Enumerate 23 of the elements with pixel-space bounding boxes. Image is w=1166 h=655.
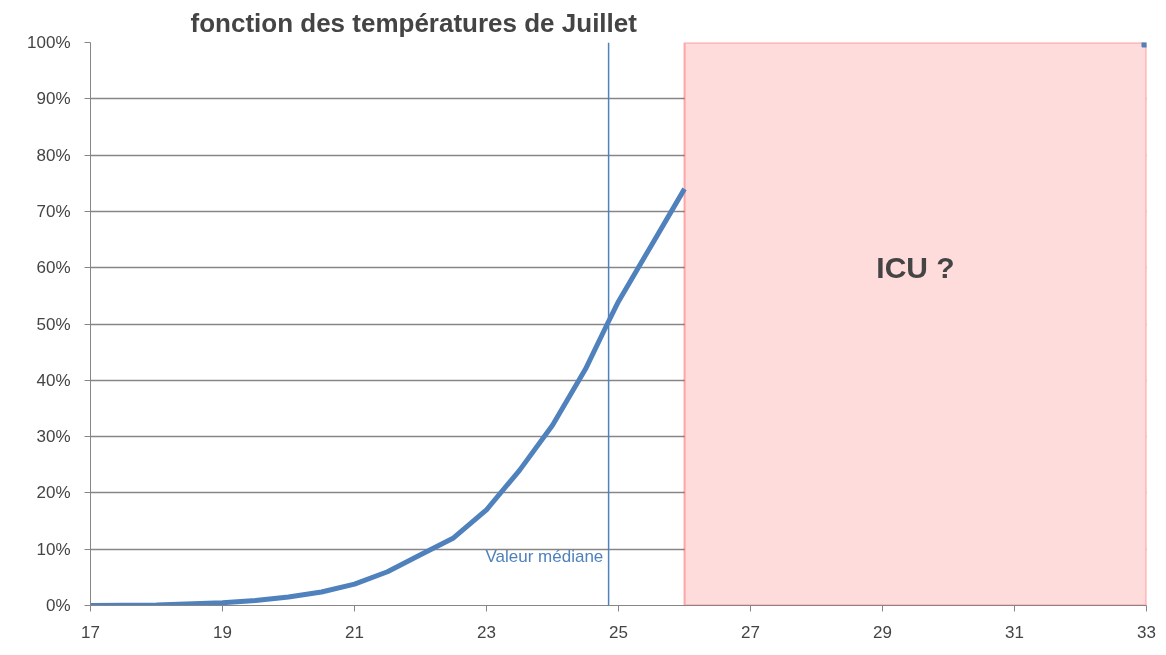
y-tick-label: 30% — [36, 427, 71, 447]
chart-title: fonction des températures de Juillet — [190, 7, 638, 38]
y-tick-label: 20% — [36, 483, 71, 503]
y-tick-label: 90% — [36, 89, 71, 109]
x-tick-label: 21 — [345, 622, 364, 642]
y-tick-label: 0% — [45, 596, 71, 615]
x-tick-label: 33 — [1137, 622, 1156, 642]
y-tick-label: 40% — [36, 370, 71, 390]
ref-line-label: Valeur médiane — [485, 547, 604, 567]
x-tick-label: 31 — [1005, 622, 1024, 642]
y-tick-label: 50% — [36, 314, 71, 334]
y-tick-label: 70% — [36, 201, 71, 221]
y-tick-label: 100% — [27, 33, 71, 52]
x-tick-label: 25 — [609, 622, 628, 642]
band-label: ICU ? — [876, 251, 955, 285]
x-tick-label: 29 — [873, 622, 892, 642]
y-tick-label: 60% — [36, 258, 71, 278]
x-tick-label: 17 — [81, 622, 100, 642]
x-tick-label: 23 — [477, 622, 496, 642]
x-tick-label: 27 — [741, 622, 760, 642]
x-tick-label: 19 — [213, 622, 232, 642]
y-tick-label: 10% — [36, 539, 71, 559]
y-tick-label: 80% — [36, 145, 71, 165]
